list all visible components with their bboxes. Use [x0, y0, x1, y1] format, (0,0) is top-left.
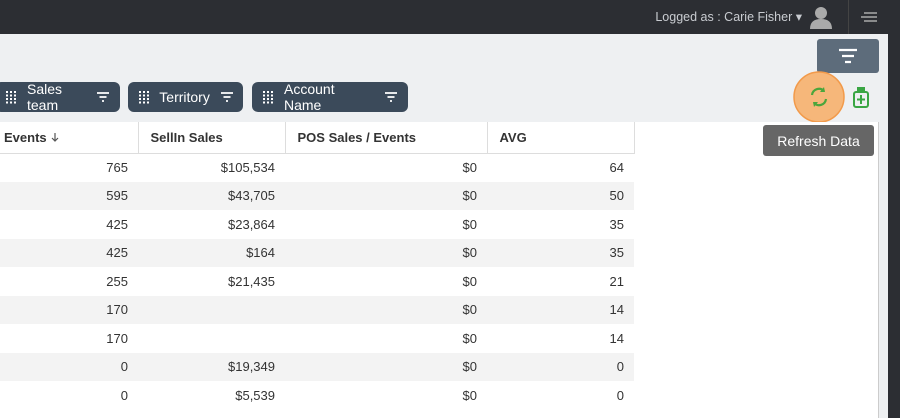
table-cell: 35 [609, 216, 624, 232]
avatar-icon[interactable] [808, 5, 834, 29]
filter-pill[interactable]: Territory [128, 82, 243, 112]
column-header[interactable]: Events [0, 122, 139, 154]
filter-pill[interactable]: Sales team [0, 81, 120, 113]
user-menu[interactable]: Logged as : Carie Fisher ▾ [655, 10, 802, 24]
top-bar: Logged as : Carie Fisher ▾ [0, 0, 900, 34]
table-cell: $0 [285, 352, 487, 381]
table-cell: $19,349 [138, 352, 285, 381]
column-header[interactable]: POS Sales / Events [285, 122, 488, 154]
table-cell: 0 [0, 352, 138, 381]
table-cell: $0 [285, 181, 487, 210]
table-cell [138, 324, 285, 353]
table-cell: $0 [462, 216, 477, 232]
tooltip: Refresh Data [763, 125, 874, 156]
table-cell: $0 [462, 330, 477, 346]
export-icon[interactable] [851, 85, 871, 109]
column-header[interactable]: SellIn Sales [138, 122, 286, 154]
table-row[interactable]: 425 $164 $0 35 [0, 238, 634, 267]
table-cell: 425 [0, 238, 138, 267]
table-cell: 14 [487, 295, 634, 324]
user-label[interactable]: Logged as : Carie Fisher [655, 10, 793, 24]
sort-icon[interactable] [50, 132, 60, 142]
table-cell: 35 [487, 238, 634, 267]
scrollbar [888, 34, 900, 418]
table-cell: $0 [462, 160, 477, 175]
table-cell: $164 [138, 238, 285, 267]
data-table: Events SellIn Sales POS Sales / Events AVG… [0, 122, 879, 418]
table-cell: 21 [609, 273, 624, 289]
table-cell: $105,534 [220, 160, 275, 175]
table-cell: 50 [487, 181, 634, 210]
table-row[interactable]: 0 $19,349 $0 0 [0, 352, 634, 381]
table-row[interactable]: 255 $21,435 $0 21 [0, 267, 634, 296]
table-cell: 425 [106, 216, 128, 232]
table-cell: 64 [609, 160, 624, 175]
table-cell: 765 [106, 160, 128, 175]
table-cell: $21,435 [228, 273, 275, 289]
table-cell: $43,705 [138, 181, 285, 210]
refresh-button[interactable] [793, 71, 845, 123]
filter-label[interactable]: Sales team [27, 81, 63, 113]
divider [848, 0, 849, 34]
filter-label[interactable]: Territory [159, 89, 210, 105]
table-cell: $0 [285, 295, 487, 324]
filter-button[interactable] [817, 39, 879, 73]
table-row[interactable]: 765 $105,534 $0 64 [0, 153, 634, 182]
table-row[interactable]: 170 $0 14 [0, 324, 634, 353]
table-cell: 14 [609, 330, 624, 346]
filter-label[interactable]: Account Name [284, 81, 335, 113]
table-row[interactable]: 0 $5,539 $0 0 [0, 381, 634, 410]
table-cell: $0 [462, 273, 477, 289]
table-row[interactable]: 170 $0 14 [0, 295, 634, 324]
table-cell: $0 [285, 238, 487, 267]
table-cell: 170 [0, 295, 138, 324]
table-cell: 0 [120, 387, 128, 403]
table-cell: 170 [106, 330, 128, 346]
table-cell: $0 [462, 387, 477, 403]
table-cell: 0 [487, 352, 634, 381]
table-cell: 255 [106, 273, 128, 289]
table-cell [138, 295, 285, 324]
menu-icon[interactable] [860, 10, 878, 24]
table-cell: 0 [616, 387, 624, 403]
column-header[interactable]: AVG [487, 122, 635, 154]
table-row[interactable]: 595 $43,705 $0 50 [0, 181, 634, 210]
table-cell: $23,864 [228, 216, 275, 232]
filter-pill[interactable]: Account Name [252, 81, 408, 113]
table-row[interactable]: 425 $23,864 $0 35 [0, 210, 634, 239]
table-cell: 595 [0, 181, 138, 210]
table-cell: $5,539 [235, 387, 275, 403]
